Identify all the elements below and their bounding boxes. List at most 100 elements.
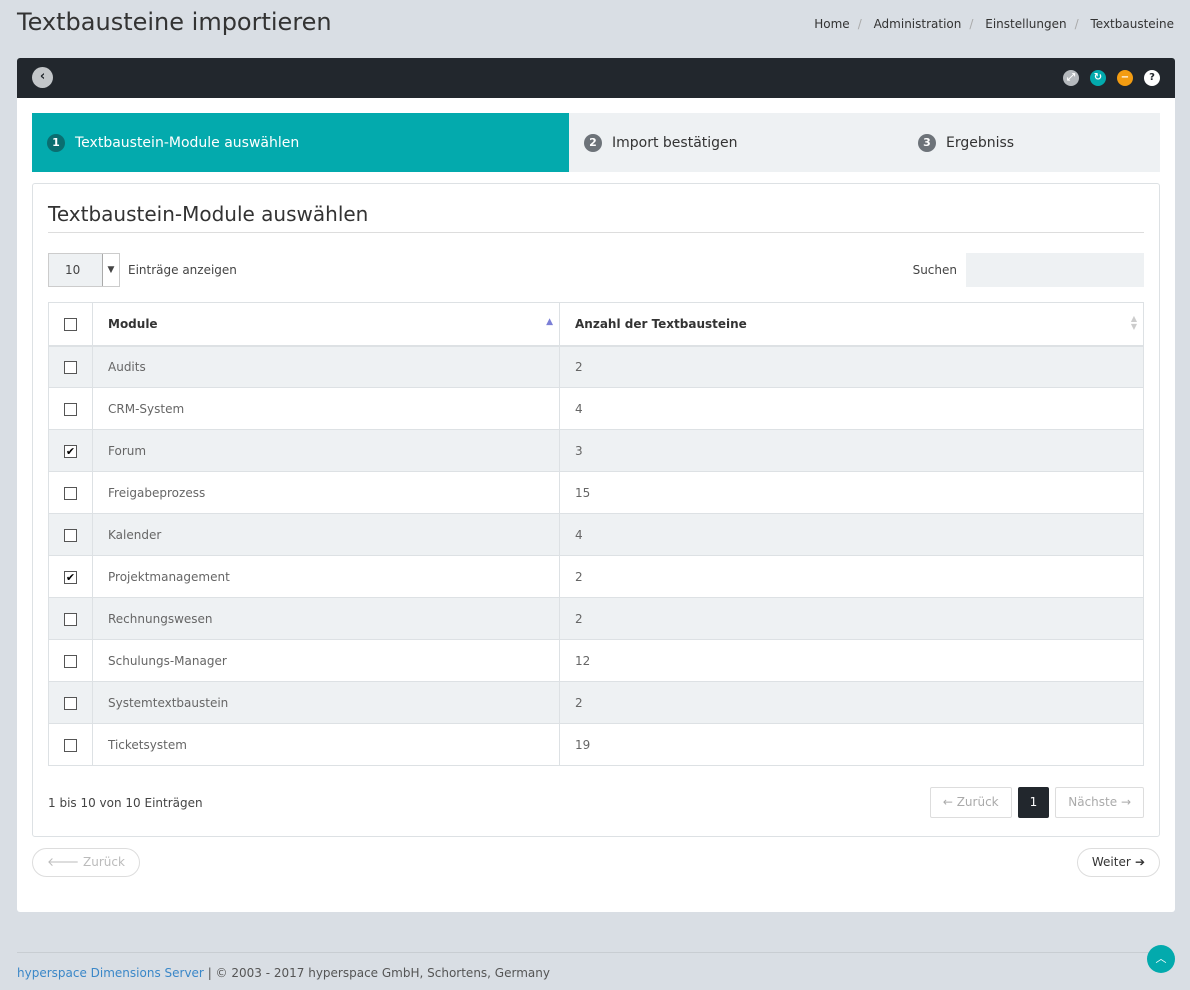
select-all-checkbox[interactable] bbox=[64, 317, 77, 331]
row-checkbox-cell bbox=[48, 513, 93, 556]
page-title: Textbausteine importieren bbox=[17, 8, 332, 36]
search-label: Suchen bbox=[912, 263, 957, 277]
search-input[interactable] bbox=[966, 253, 1144, 287]
breadcrumb: Home / Administration / Einstellungen / Tex… bbox=[814, 17, 1174, 31]
select-all-cell bbox=[48, 302, 93, 347]
step-label: Import bestätigen bbox=[612, 134, 738, 151]
pagination-page[interactable]: 1 bbox=[1017, 787, 1050, 818]
module-count: 2 bbox=[559, 681, 1144, 724]
module-selection-box: Textbaustein-Module auswählen 10 ▼ Einträ… bbox=[32, 183, 1160, 837]
table-row[interactable]: Kalender 4 bbox=[48, 513, 1144, 556]
breadcrumb-textbausteine: Textbausteine bbox=[1090, 17, 1174, 31]
module-name: Freigabeprozess bbox=[92, 471, 560, 514]
row-checkbox-cell bbox=[48, 387, 93, 430]
column-label: Anzahl der Textbausteine bbox=[575, 316, 747, 331]
row-checkbox[interactable] bbox=[64, 696, 77, 710]
sort-asc-icon: ▲ bbox=[546, 317, 553, 327]
module-name: Ticketsystem bbox=[92, 723, 560, 766]
arrow-right-icon: ➔ bbox=[1130, 855, 1145, 869]
module-count: 4 bbox=[559, 513, 1144, 556]
column-count[interactable]: Anzahl der Textbausteine ▲ ▼ bbox=[559, 302, 1144, 347]
row-checkbox[interactable] bbox=[64, 528, 77, 542]
module-name: Schulungs-Manager bbox=[92, 639, 560, 682]
pagination-prev[interactable]: ← Zurück bbox=[929, 787, 1012, 818]
sort-icon: ▲ ▼ bbox=[1130, 314, 1137, 331]
row-checkbox-cell bbox=[48, 723, 93, 766]
row-checkbox[interactable] bbox=[64, 402, 77, 416]
step-number: 1 bbox=[47, 133, 65, 152]
entries-label: Einträge anzeigen bbox=[128, 263, 237, 277]
footer-copyright: | © 2003 - 2017 hyperspace GmbH, Schorte… bbox=[203, 966, 550, 980]
row-checkbox-cell bbox=[48, 345, 93, 388]
module-name: Systemtextbaustein bbox=[92, 681, 560, 724]
table-row[interactable]: CRM-System 4 bbox=[48, 387, 1144, 430]
breadcrumb-administration[interactable]: Administration bbox=[873, 17, 962, 31]
row-checkbox-cell: ✔ bbox=[48, 555, 93, 598]
module-count: 4 bbox=[559, 387, 1144, 430]
row-checkbox[interactable] bbox=[64, 360, 77, 374]
section-title: Textbaustein-Module auswählen bbox=[48, 202, 369, 226]
module-count: 12 bbox=[559, 639, 1144, 682]
table-row[interactable]: Audits 2 bbox=[48, 345, 1144, 388]
step-number: 3 bbox=[918, 133, 936, 152]
row-checkbox-cell bbox=[48, 471, 93, 514]
table-row[interactable]: Schulungs-Manager 12 bbox=[48, 639, 1144, 682]
table-row[interactable]: Rechnungswesen 2 bbox=[48, 597, 1144, 640]
divider bbox=[48, 232, 1144, 233]
row-checkbox[interactable] bbox=[64, 738, 77, 752]
pagination: ← Zurück 1 Nächste → bbox=[929, 787, 1144, 818]
step-2[interactable]: 2 Import bestätigen bbox=[569, 113, 918, 172]
row-checkbox[interactable] bbox=[64, 486, 77, 500]
column-module[interactable]: Module ▲ bbox=[92, 302, 560, 347]
table-row[interactable]: Freigabeprozess 15 bbox=[48, 471, 1144, 514]
module-count: 2 bbox=[559, 597, 1144, 640]
refresh-icon[interactable]: ↻ bbox=[1090, 70, 1106, 86]
chevron-down-icon: ▼ bbox=[102, 254, 119, 286]
step-label: Ergebniss bbox=[946, 134, 1015, 151]
module-name: Audits bbox=[92, 345, 560, 388]
next-button[interactable]: Weiter ➔ bbox=[1076, 848, 1160, 877]
scroll-top-button[interactable]: ︿ bbox=[1147, 945, 1175, 973]
arrow-left-icon: 🡐 bbox=[47, 855, 83, 869]
next-label: Weiter bbox=[1091, 855, 1131, 869]
minimize-icon[interactable]: − bbox=[1117, 70, 1133, 86]
row-checkbox[interactable] bbox=[64, 654, 77, 668]
step-1[interactable]: 1 Textbaustein-Module auswählen bbox=[32, 113, 569, 172]
row-checkbox[interactable] bbox=[64, 612, 77, 626]
row-checkbox[interactable]: ✔ bbox=[64, 570, 77, 584]
entries-select[interactable]: 10 ▼ bbox=[48, 253, 120, 287]
row-checkbox-cell bbox=[48, 597, 93, 640]
table-row[interactable]: Systemtextbaustein 2 bbox=[48, 681, 1144, 724]
chevron-up-icon: ︿ bbox=[1155, 952, 1167, 965]
step-3[interactable]: 3 Ergebniss bbox=[918, 113, 1014, 172]
pagination-next[interactable]: Nächste → bbox=[1055, 787, 1144, 818]
table-row[interactable]: ✔ Projektmanagement 2 bbox=[48, 555, 1144, 598]
main-panel: ‹ ⤢ ↻ − ? 1 Textbaustein-Module auswählen… bbox=[17, 58, 1175, 912]
step-label: Textbaustein-Module auswählen bbox=[75, 134, 300, 151]
wizard-steps: 1 Textbaustein-Module auswählen 2 Import b… bbox=[32, 113, 1160, 172]
modules-table: Module ▲ Anzahl der Textbausteine ▲ ▼ Audit… bbox=[48, 302, 1144, 766]
table-row[interactable]: Ticketsystem 19 bbox=[48, 723, 1144, 766]
help-icon[interactable]: ? bbox=[1144, 70, 1160, 86]
breadcrumb-home[interactable]: Home bbox=[814, 17, 850, 31]
column-label: Module bbox=[108, 316, 158, 331]
back-label: Zurück bbox=[83, 855, 125, 869]
table-row[interactable]: ✔ Forum 3 bbox=[48, 429, 1144, 472]
module-count: 2 bbox=[559, 555, 1144, 598]
footer-link[interactable]: hyperspace Dimensions Server bbox=[17, 966, 204, 980]
step-number: 2 bbox=[584, 133, 602, 152]
module-name: Kalender bbox=[92, 513, 560, 556]
footer: hyperspace Dimensions Server | © 2003 - … bbox=[17, 952, 1173, 980]
module-name: Rechnungswesen bbox=[92, 597, 560, 640]
row-checkbox[interactable]: ✔ bbox=[64, 444, 77, 458]
row-checkbox-cell bbox=[48, 681, 93, 724]
panel-header: ‹ ⤢ ↻ − ? bbox=[17, 58, 1175, 98]
back-button[interactable]: 🡐 Zurück bbox=[32, 848, 140, 877]
table-info: 1 bis 10 von 10 Einträgen bbox=[48, 796, 203, 810]
expand-icon[interactable]: ⤢ bbox=[1063, 70, 1079, 86]
back-icon[interactable]: ‹ bbox=[32, 67, 53, 88]
row-checkbox-cell: ✔ bbox=[48, 429, 93, 472]
breadcrumb-einstellungen[interactable]: Einstellungen bbox=[985, 17, 1067, 31]
module-count: 2 bbox=[559, 345, 1144, 388]
module-count: 3 bbox=[559, 429, 1144, 472]
